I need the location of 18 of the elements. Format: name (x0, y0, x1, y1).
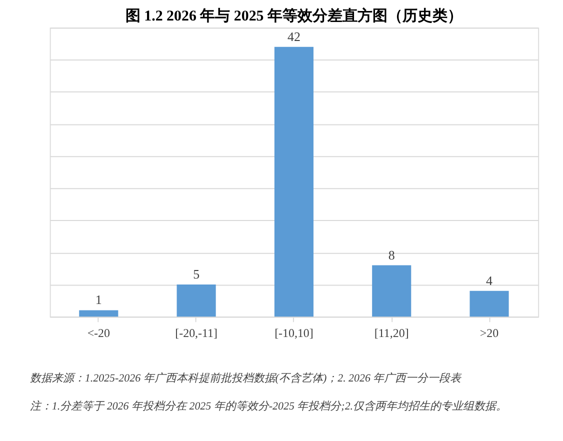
bar (470, 290, 509, 317)
x-tick-label: >20 (480, 326, 499, 340)
data-label: 1 (95, 292, 102, 308)
bar (274, 46, 314, 317)
bar (372, 265, 412, 317)
data-label: 8 (388, 247, 395, 262)
data-label: 4 (486, 272, 494, 288)
source-note: 数据来源：1.2025-2026 年广西本科提前批投档数据(不含艺体)；2. 2026 年广西一分一段表 (30, 371, 462, 384)
text: 注：1.分差等于 2026 年投档分在 2025 年的等效分-2025 年投档分;2.仅含两年均招生的专业组数据。 (30, 399, 508, 412)
chart-title: 图 1.2 2026 年与 2025 年等效分差直方图（历史类） (125, 6, 463, 25)
x-tick-label: [11,20] (374, 326, 409, 340)
data-label: 5 (193, 266, 200, 282)
bar (79, 310, 118, 317)
x-tick-label: <-20 (87, 326, 110, 340)
bar (176, 284, 216, 317)
data-label: 42 (287, 28, 300, 44)
x-tick-label: [-20,-11] (175, 326, 218, 340)
x-tick-label: [-10,10] (274, 326, 314, 340)
